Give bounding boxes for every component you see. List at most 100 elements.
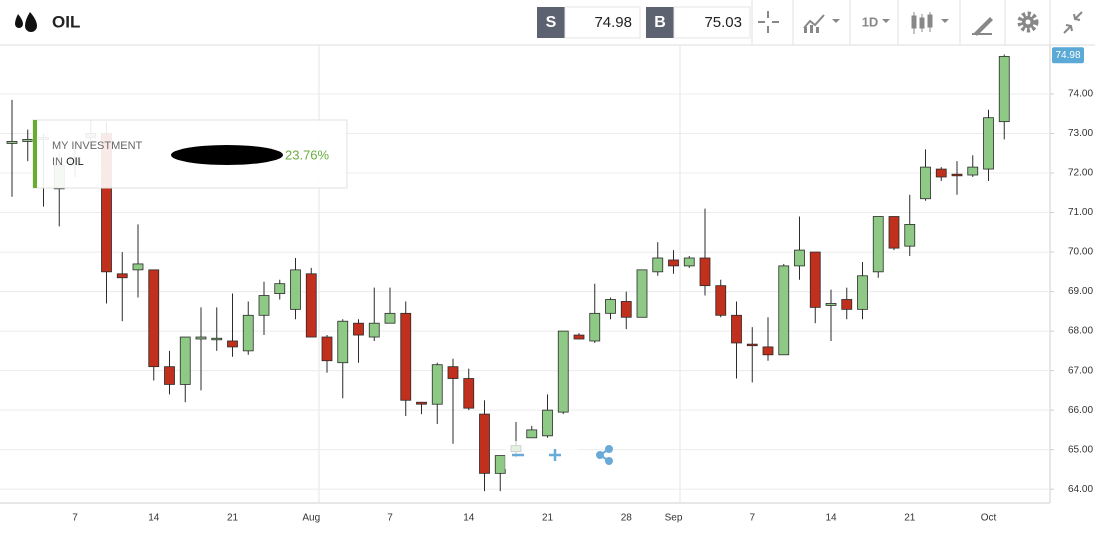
x-tick-label: 14 <box>825 513 837 524</box>
candle-body <box>809 251 821 308</box>
y-tick-label: 65.00 <box>1068 444 1093 455</box>
zoom-controls <box>505 441 613 469</box>
candle-body <box>353 322 364 336</box>
candle-body <box>872 216 884 273</box>
y-tick-label: 69.00 <box>1068 286 1093 297</box>
x-tick-label: 7 <box>749 513 755 524</box>
candle-body <box>762 346 774 356</box>
zoom-in-button[interactable] <box>549 449 561 461</box>
share-button[interactable] <box>596 445 613 465</box>
x-tick-label: 21 <box>904 513 916 524</box>
x-tick-label: 7 <box>72 513 78 524</box>
toolbar-separators <box>751 0 1051 45</box>
candle-body <box>494 455 506 474</box>
candle-body <box>116 273 128 279</box>
draw-button[interactable] <box>972 17 993 36</box>
sell-price-box <box>564 6 641 39</box>
interval-dropdown-arrow[interactable] <box>882 19 890 23</box>
candle-body <box>542 409 553 437</box>
x-tick-label: 14 <box>148 513 160 524</box>
x-tick-label: 14 <box>463 513 475 524</box>
buy-button[interactable] <box>646 7 674 38</box>
candle-body <box>573 334 585 340</box>
candle-body <box>620 301 632 318</box>
candle-body <box>951 173 963 177</box>
sell-label[interactable]: S <box>546 14 557 31</box>
y-tick-label: 64.00 <box>1068 484 1093 495</box>
candle-body <box>305 273 317 338</box>
candle-body <box>479 413 490 474</box>
tooltip-prefix: IN <box>52 156 63 168</box>
y-tick-label: 70.00 <box>1068 247 1093 258</box>
candle-body <box>416 401 427 405</box>
candle-body <box>148 269 160 368</box>
redaction <box>171 145 283 165</box>
candle-body <box>227 340 238 348</box>
candle-body <box>258 295 270 316</box>
candle-body <box>589 312 601 342</box>
investment-tooltip: MY INVESTMENT IN OIL 23.76% <box>32 119 348 189</box>
candle-body <box>652 257 664 273</box>
candle-body <box>668 259 679 267</box>
indicator-button[interactable] <box>803 14 840 33</box>
x-tick-label: 21 <box>227 513 239 524</box>
candle-body <box>431 364 443 405</box>
candle-body <box>132 263 144 271</box>
candle-body <box>920 166 931 200</box>
last-price-box <box>1052 47 1084 64</box>
last-price-label: 74.98 <box>1055 50 1080 61</box>
candle-body <box>195 336 207 340</box>
candle-body <box>841 299 853 310</box>
crosshair-button[interactable] <box>758 11 779 33</box>
candles <box>6 54 1010 492</box>
x-tick-label: Sep <box>665 513 683 524</box>
oil-logo <box>15 12 37 32</box>
y-tick-label: 68.00 <box>1068 326 1093 337</box>
candle-body <box>400 312 412 401</box>
candle-body <box>699 257 711 287</box>
interval-button[interactable]: 1D <box>862 14 879 29</box>
y-tick-label: 67.00 <box>1068 365 1093 376</box>
candle-body <box>337 320 349 364</box>
candle-body <box>463 378 475 409</box>
tooltip-value: 23.76% <box>285 147 330 162</box>
candle-body <box>164 366 175 385</box>
x-tick-label: 28 <box>621 513 633 524</box>
candle-body <box>935 168 947 178</box>
candle-body <box>778 265 790 356</box>
candle-body <box>384 312 396 324</box>
buy-price-box <box>673 6 751 39</box>
candle-body <box>967 166 979 176</box>
candle-body <box>715 285 727 316</box>
candle-body <box>6 141 18 144</box>
x-tick-label: Aug <box>302 513 320 524</box>
candle-body <box>290 269 301 310</box>
axis-labels: 64.00 65.00 66.00 67.00 68.00 69.00 70.00 71.00… <box>72 89 1093 524</box>
candle-body <box>526 429 538 439</box>
candle-body <box>904 224 916 247</box>
sell-button[interactable] <box>537 7 565 38</box>
candle-body <box>22 139 34 142</box>
candle-body <box>746 343 758 347</box>
last-price-marker: 74.98 <box>1052 47 1084 64</box>
candle-body <box>179 336 191 385</box>
symbol: OIL <box>52 12 80 31</box>
candle-body <box>557 330 569 413</box>
candle-body <box>605 299 616 314</box>
y-tick-label: 74.00 <box>1068 89 1093 100</box>
candle-body <box>998 56 1010 123</box>
x-tick-label: 21 <box>542 513 554 524</box>
candle-body <box>274 283 286 294</box>
candle-body <box>683 257 695 267</box>
candle-body <box>857 275 868 310</box>
settings-button[interactable] <box>1017 11 1039 33</box>
chart-type-button[interactable] <box>911 12 949 34</box>
candle-body <box>321 336 333 362</box>
candle-body <box>636 269 648 318</box>
candle-body <box>447 366 459 379</box>
tooltip-line2: IN OIL <box>52 156 84 168</box>
collapse-button[interactable] <box>1063 11 1083 34</box>
buy-label[interactable]: B <box>654 14 666 31</box>
